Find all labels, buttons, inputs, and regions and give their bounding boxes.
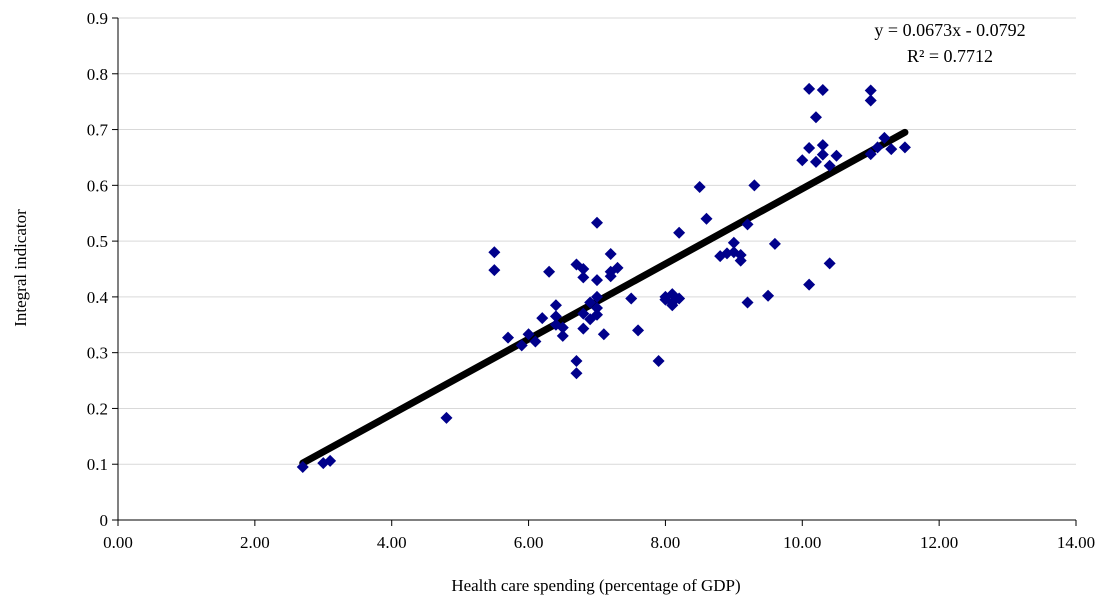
data-point bbox=[577, 307, 590, 320]
data-point bbox=[809, 155, 822, 168]
data-point bbox=[296, 461, 309, 474]
data-point bbox=[762, 289, 775, 302]
data-point bbox=[604, 270, 617, 283]
data-point bbox=[673, 226, 686, 239]
data-point bbox=[768, 237, 781, 250]
data-point bbox=[536, 312, 549, 325]
data-point bbox=[809, 111, 822, 124]
trendline-r-squared: R² = 0.7712 bbox=[907, 46, 993, 66]
data-point bbox=[488, 264, 501, 277]
x-tick-label: 2.00 bbox=[240, 533, 270, 552]
data-point bbox=[864, 84, 877, 97]
y-tick-label: 0.2 bbox=[87, 399, 108, 418]
x-tick-label: 6.00 bbox=[514, 533, 544, 552]
data-point bbox=[796, 154, 809, 167]
data-point bbox=[570, 367, 583, 380]
axes bbox=[112, 17, 1077, 526]
x-tick-label: 4.00 bbox=[377, 533, 407, 552]
data-point bbox=[549, 299, 562, 312]
x-tick-label: 14.00 bbox=[1057, 533, 1095, 552]
x-tick-label: 12.00 bbox=[920, 533, 958, 552]
y-tick-label: 0.7 bbox=[87, 121, 109, 140]
data-point bbox=[597, 328, 610, 341]
data-point bbox=[591, 216, 603, 229]
x-axis-title: Health care spending (percentage of GDP) bbox=[451, 576, 740, 595]
data-point bbox=[591, 302, 603, 315]
data-point bbox=[502, 331, 515, 344]
data-point bbox=[823, 257, 836, 270]
y-tick-label: 0.1 bbox=[87, 455, 108, 474]
data-point bbox=[803, 141, 816, 154]
y-tick-label: 0.4 bbox=[87, 288, 109, 307]
gridlines bbox=[118, 17, 1076, 465]
data-point bbox=[727, 236, 740, 249]
trendline-group bbox=[299, 128, 909, 467]
data-point bbox=[741, 296, 754, 309]
data-point bbox=[556, 329, 569, 342]
data-point bbox=[816, 139, 829, 152]
data-point bbox=[591, 274, 603, 287]
data-point bbox=[549, 310, 562, 323]
data-point bbox=[885, 143, 898, 156]
data-point bbox=[830, 149, 843, 162]
data-point bbox=[816, 83, 829, 96]
data-point bbox=[604, 247, 617, 260]
data-point bbox=[652, 355, 665, 368]
data-point bbox=[734, 254, 747, 267]
data-point bbox=[898, 141, 911, 154]
data-points bbox=[296, 82, 911, 474]
y-tick-label: 0.5 bbox=[87, 232, 108, 251]
data-point bbox=[529, 335, 542, 348]
x-tick-label: 10.00 bbox=[783, 533, 821, 552]
x-tick-label: 0.00 bbox=[103, 533, 133, 552]
data-point bbox=[611, 261, 624, 274]
data-point bbox=[803, 278, 816, 291]
data-point bbox=[741, 218, 754, 231]
data-point bbox=[666, 299, 679, 312]
data-point bbox=[577, 263, 590, 275]
data-point bbox=[693, 181, 706, 194]
y-tick-label: 0 bbox=[100, 511, 109, 530]
data-point bbox=[515, 339, 528, 352]
tick-labels: 0 0.1 0.2 0.3 0.4 0.5 0.6 0.7 0.8 0.9 0.00 2.00 4.00… bbox=[87, 9, 1095, 552]
data-point bbox=[823, 159, 836, 172]
data-point bbox=[324, 454, 337, 467]
data-point bbox=[803, 82, 816, 95]
data-point bbox=[625, 292, 638, 305]
data-point bbox=[570, 355, 583, 368]
data-point bbox=[584, 296, 597, 309]
data-point bbox=[700, 212, 713, 225]
y-tick-label: 0.8 bbox=[87, 65, 108, 84]
y-tick-label: 0.6 bbox=[87, 176, 108, 195]
data-point bbox=[748, 179, 761, 192]
data-point bbox=[591, 308, 603, 321]
data-point bbox=[632, 324, 645, 337]
data-point bbox=[543, 265, 556, 278]
data-point bbox=[577, 271, 590, 284]
data-point bbox=[556, 321, 569, 334]
data-point bbox=[864, 148, 877, 161]
data-point bbox=[864, 94, 877, 107]
data-point bbox=[878, 131, 891, 144]
data-point bbox=[577, 322, 590, 335]
data-point bbox=[440, 411, 453, 424]
trendline bbox=[299, 128, 909, 467]
data-point bbox=[816, 148, 829, 161]
trendline-equation: y = 0.0673x - 0.0792 bbox=[874, 20, 1025, 40]
data-point bbox=[673, 292, 686, 305]
x-tick-label: 8.00 bbox=[651, 533, 681, 552]
y-axis-title: Integral indicator bbox=[11, 209, 30, 327]
y-tick-label: 0.3 bbox=[87, 344, 108, 363]
data-point bbox=[591, 290, 603, 303]
data-point bbox=[522, 328, 535, 341]
data-point bbox=[488, 246, 501, 259]
y-tick-label: 0.9 bbox=[87, 9, 108, 28]
data-point bbox=[871, 141, 884, 154]
